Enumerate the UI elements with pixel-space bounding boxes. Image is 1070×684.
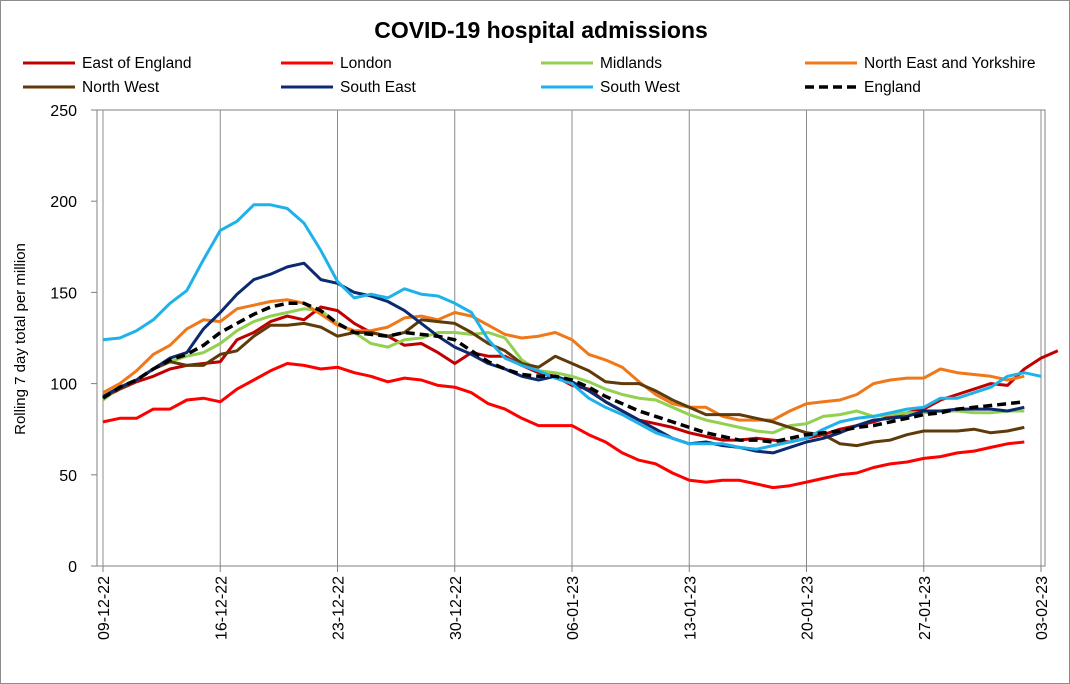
y-tick-label: 250 [50,103,77,120]
series-line-north-west [102,318,1025,448]
x-tick-label: 09-12-22 [96,576,113,640]
legend-label-east-of-england: East of England [82,55,191,72]
legend-label-midlands: Midlands [600,55,662,72]
plot-border [96,109,1046,567]
plot-area: 09-12-22 16-12-22 23-12-22 30-12-22 06-01-23… [50,103,1059,640]
legend-label-south-west: South West [600,79,681,96]
x-tick-label: 30-12-22 [448,576,465,640]
x-tick-label: 13-01-23 [682,576,699,640]
x-tick-label: 03-02-23 [1034,576,1051,640]
legend-label-north-west: North West [82,79,160,96]
y-axis-label: Rolling 7 day total per million [12,243,29,435]
x-tick-label: 23-12-22 [331,576,348,640]
x-tick-label: 06-01-23 [565,576,582,640]
y-tick-label: 50 [59,468,77,485]
x-tick-label: 20-01-23 [800,576,817,640]
y-tick-label: 150 [50,285,77,302]
series-line-south-east [102,261,1025,455]
y-tick-label: 200 [50,194,77,211]
x-tick-label: 16-12-22 [213,576,230,640]
series-line-south-west [102,203,1042,451]
legend-label-south-east: South East [340,79,417,96]
y-tick-label: 0 [68,559,77,576]
legend-label-london: London [340,55,392,72]
y-tick-label: 100 [50,377,77,394]
series-line-north-east-and-yorkshire [102,298,1025,422]
legend-label-north-east-and-yorkshire: North East and Yorkshire [864,55,1035,72]
chart-title: COVID-19 hospital admissions [374,17,708,43]
legend: East of England London Midlands North East … [23,55,1035,96]
x-tick-label: 27-01-23 [917,576,934,640]
series-line-london [102,362,1025,490]
legend-label-england: England [864,79,921,96]
series-line-england [102,301,1025,444]
